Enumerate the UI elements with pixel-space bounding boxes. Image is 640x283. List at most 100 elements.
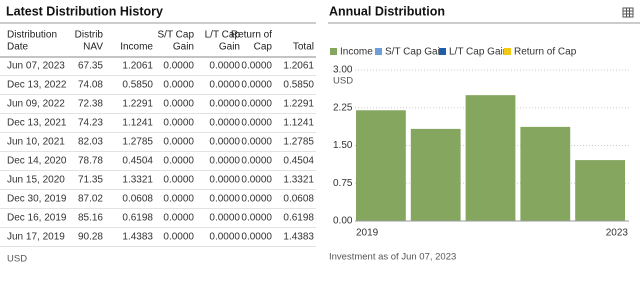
cell: 0.0000 <box>209 175 240 186</box>
cell: 0.0000 <box>241 156 272 167</box>
column-header: Cap <box>254 42 273 53</box>
cell: 1.1241 <box>283 118 314 129</box>
cell: 1.2061 <box>283 61 314 72</box>
cell: Dec 16, 2019 <box>7 213 67 224</box>
cell: 0.0000 <box>163 137 194 148</box>
cell: 1.2061 <box>122 61 153 72</box>
table-title: Latest Distribution History <box>6 4 163 18</box>
cell: 0.0000 <box>209 80 240 91</box>
column-header: Gain <box>173 42 194 53</box>
cell: 0.0000 <box>163 175 194 186</box>
cell: 82.03 <box>78 137 103 148</box>
column-header: Distribution <box>7 30 57 41</box>
cell: Jun 17, 2019 <box>7 232 65 243</box>
bar <box>410 128 461 221</box>
column-header: Date <box>7 42 29 53</box>
cell: 0.0000 <box>241 118 272 129</box>
y-tick-label: 1.50 <box>333 140 353 151</box>
cell: 1.3321 <box>122 175 153 186</box>
legend-label: S/T Cap Gain <box>385 47 445 58</box>
column-header: Return of <box>231 30 272 41</box>
cell: Jun 07, 2023 <box>7 61 65 72</box>
cell: 1.2785 <box>283 137 314 148</box>
legend-label: Return of Cap <box>514 47 577 58</box>
cell: Dec 13, 2022 <box>7 80 67 91</box>
cell: 0.0000 <box>209 213 240 224</box>
cell: 0.0000 <box>163 61 194 72</box>
cell: Dec 30, 2019 <box>7 194 67 205</box>
cell: 1.2785 <box>122 137 153 148</box>
chart-footnote: Investment as of Jun 07, 2023 <box>329 252 456 263</box>
cell: 1.4383 <box>283 232 314 243</box>
cell: 0.0000 <box>241 213 272 224</box>
cell: 78.78 <box>78 156 103 167</box>
y-tick-label: 0.00 <box>333 216 353 227</box>
bar <box>520 126 571 221</box>
y-tick-label: 3.00 <box>333 65 353 76</box>
cell: 0.0000 <box>209 232 240 243</box>
cell: 0.0000 <box>209 137 240 148</box>
cell: 1.4383 <box>122 232 153 243</box>
column-header: Gain <box>219 42 240 53</box>
cell: 0.0000 <box>163 213 194 224</box>
bar <box>465 95 516 221</box>
cell: 0.6198 <box>122 213 153 224</box>
cell: Dec 13, 2021 <box>7 118 67 129</box>
cell: 0.0608 <box>283 194 314 205</box>
footnote: USD <box>7 254 27 265</box>
cell: 85.16 <box>78 213 103 224</box>
cell: 0.0000 <box>163 118 194 129</box>
cell: 0.0000 <box>163 232 194 243</box>
cell: 0.0000 <box>163 194 194 205</box>
column-header: Total <box>293 42 314 53</box>
cell: 0.0000 <box>241 175 272 186</box>
cell: 0.0000 <box>209 118 240 129</box>
table-icon[interactable] <box>622 7 634 18</box>
cell: 0.0000 <box>209 156 240 167</box>
y-unit: USD <box>333 76 353 87</box>
bar <box>575 160 625 221</box>
cell: 0.5850 <box>122 80 153 91</box>
cell: 0.0000 <box>209 194 240 205</box>
cell: 0.5850 <box>283 80 314 91</box>
legend-swatch <box>330 48 337 55</box>
cell: 1.1241 <box>122 118 153 129</box>
y-tick-label: 0.75 <box>333 178 353 189</box>
cell: 87.02 <box>78 194 103 205</box>
cell: 0.6198 <box>283 213 314 224</box>
cell: 74.23 <box>78 118 103 129</box>
cell: 0.0000 <box>241 137 272 148</box>
column-header: NAV <box>83 42 103 53</box>
y-tick-label: 2.25 <box>333 102 353 113</box>
cell: 1.2291 <box>122 99 153 110</box>
cell: 90.28 <box>78 232 103 243</box>
cell: Jun 10, 2021 <box>7 137 65 148</box>
column-header: Distrib <box>75 30 104 41</box>
cell: 0.4504 <box>283 156 314 167</box>
legend-swatch <box>439 48 446 55</box>
cell: 0.0000 <box>209 61 240 72</box>
cell: 0.0000 <box>241 80 272 91</box>
cell: 0.0000 <box>163 156 194 167</box>
x-tick-label: 2019 <box>356 228 379 239</box>
cell: Jun 15, 2020 <box>7 175 65 186</box>
cell: Dec 14, 2020 <box>7 156 67 167</box>
x-tick-label: 2023 <box>606 228 629 239</box>
column-header: S/T Cap <box>158 30 195 41</box>
cell: 1.2291 <box>283 99 314 110</box>
cell: 67.35 <box>78 61 103 72</box>
column-header: L/T Cap <box>205 30 241 41</box>
legend-label: L/T Cap Gain <box>449 47 508 58</box>
cell: 1.3321 <box>283 175 314 186</box>
cell: Jun 09, 2022 <box>7 99 65 110</box>
cell: 72.38 <box>78 99 103 110</box>
legend-swatch <box>375 48 382 55</box>
cell: 74.08 <box>78 80 103 91</box>
cell: 0.0000 <box>241 194 272 205</box>
cell: 0.0608 <box>122 194 153 205</box>
cell: 0.0000 <box>241 61 272 72</box>
legend-label: Income <box>340 47 373 58</box>
chart-title: Annual Distribution <box>329 4 445 18</box>
